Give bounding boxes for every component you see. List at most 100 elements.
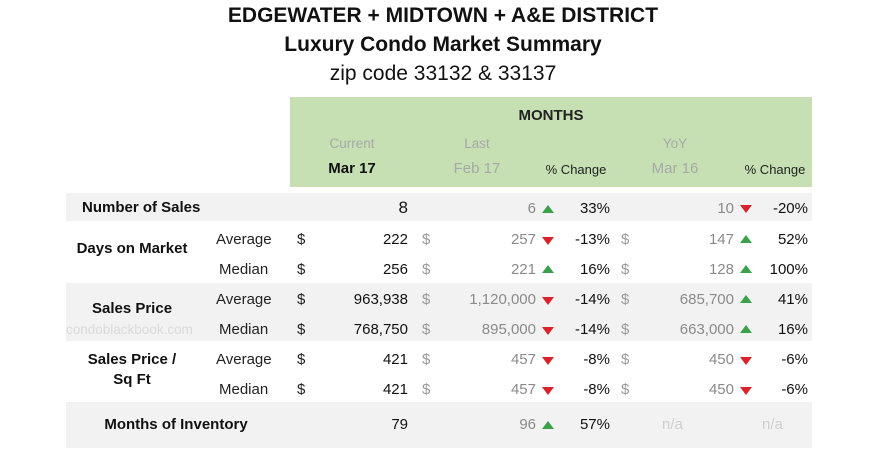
inventory-yoy: n/a xyxy=(662,416,683,433)
price-med-yoy: 663,000 xyxy=(679,321,734,338)
down-arrow-icon xyxy=(542,387,554,395)
up-arrow-icon xyxy=(740,325,752,333)
sqft-med-yoy: 450 xyxy=(708,381,734,398)
sqft-med-yoy-change: -6% xyxy=(781,381,808,398)
dom-avg-current: 222 xyxy=(382,231,408,248)
months-header: MONTHS xyxy=(518,107,584,124)
down-arrow-icon xyxy=(542,357,554,365)
dom-avg-last: 257 xyxy=(510,231,536,248)
current-label: Current xyxy=(329,136,375,151)
dollar-sign: $ xyxy=(422,231,431,248)
dollar-sign: $ xyxy=(297,291,306,308)
report-subtitle: Luxury Condo Market Summary xyxy=(284,33,602,56)
dom-med-yoy: 128 xyxy=(708,261,734,278)
down-arrow-icon xyxy=(740,387,752,395)
watermark: condoblackbook.com xyxy=(66,322,193,337)
dollar-sign: $ xyxy=(297,381,306,398)
current-period: Mar 17 xyxy=(328,160,376,177)
sqft-avg-current: 421 xyxy=(382,351,408,368)
inventory-last-change: 57% xyxy=(579,416,610,433)
sqft-avg-yoy-change: -6% xyxy=(781,351,808,368)
up-arrow-icon xyxy=(740,265,752,273)
dollar-sign: $ xyxy=(422,291,431,308)
dollar-sign: $ xyxy=(621,231,630,248)
up-arrow-icon xyxy=(740,235,752,243)
dom-med-yoy-change: 100% xyxy=(769,261,808,278)
down-arrow-icon xyxy=(740,205,752,213)
inventory-current: 79 xyxy=(391,416,408,433)
price-med-current: 768,750 xyxy=(353,321,408,338)
price-avg-last: 1,120,000 xyxy=(469,291,536,308)
price-avg-yoy-change: 41% xyxy=(777,291,808,308)
dom-med-last-change: 16% xyxy=(579,261,610,278)
price-avg-last-change: -14% xyxy=(574,291,610,308)
dollar-sign: $ xyxy=(422,381,431,398)
down-arrow-icon xyxy=(740,357,752,365)
sqft-avg-last: 457 xyxy=(510,351,536,368)
sales-last-change: 33% xyxy=(579,200,610,217)
dollar-sign: $ xyxy=(297,351,306,368)
up-arrow-icon xyxy=(740,295,752,303)
dom-avg-last-change: -13% xyxy=(574,231,610,248)
sub-label-median: Median xyxy=(219,261,269,278)
price-avg-yoy: 685,700 xyxy=(679,291,734,308)
sub-label-average: Average xyxy=(216,291,272,308)
last-period: Feb 17 xyxy=(453,160,501,177)
dollar-sign: $ xyxy=(297,261,306,278)
sales-yoy: 10 xyxy=(717,200,734,217)
dom-avg-yoy: 147 xyxy=(708,231,734,248)
pct-change-header-1: % Change xyxy=(545,162,607,177)
dom-med-current: 256 xyxy=(382,261,408,278)
dollar-sign: $ xyxy=(621,291,630,308)
dollar-sign: $ xyxy=(422,321,431,338)
row-band-inventory xyxy=(66,402,812,448)
pct-change-header-2: % Change xyxy=(744,162,806,177)
inventory-last: 96 xyxy=(519,416,536,433)
price-avg-current: 963,938 xyxy=(353,291,408,308)
sqft-avg-last-change: -8% xyxy=(583,351,610,368)
up-arrow-icon xyxy=(542,421,554,429)
sub-label-median: Median xyxy=(219,321,269,338)
dollar-sign: $ xyxy=(621,261,630,278)
dollar-sign: $ xyxy=(297,231,306,248)
label-number-of-sales: Number of Sales xyxy=(82,199,201,216)
sub-label-average: Average xyxy=(216,351,272,368)
row-band-price xyxy=(66,283,812,341)
sub-label-median: Median xyxy=(219,381,269,398)
label-sales-price: Sales Price xyxy=(91,300,173,317)
dom-avg-yoy-change: 52% xyxy=(777,231,808,248)
dollar-sign: $ xyxy=(297,321,306,338)
down-arrow-icon xyxy=(542,237,554,245)
dollar-sign: $ xyxy=(621,351,630,368)
dollar-sign: $ xyxy=(621,321,630,338)
sub-label-average: Average xyxy=(216,231,272,248)
label-sales-price-sqft-line2: Sq Ft xyxy=(113,371,151,388)
sqft-med-last-change: -8% xyxy=(583,381,610,398)
yoy-label: YoY xyxy=(662,136,688,151)
up-arrow-icon xyxy=(542,205,554,213)
sales-current: 8 xyxy=(398,198,408,217)
label-days-on-market: Days on Market xyxy=(76,240,188,257)
zip-code-line: zip code 33132 & 33137 xyxy=(329,62,557,85)
sales-yoy-change: -20% xyxy=(772,200,808,217)
sales-last: 6 xyxy=(527,200,536,217)
price-med-yoy-change: 16% xyxy=(777,321,808,338)
down-arrow-icon xyxy=(542,297,554,305)
row-band-sales xyxy=(66,193,812,221)
dollar-sign: $ xyxy=(621,381,630,398)
up-arrow-icon xyxy=(542,265,554,273)
last-label: Last xyxy=(464,136,490,151)
header-band xyxy=(290,97,812,187)
label-months-of-inventory: Months of Inventory xyxy=(104,416,248,433)
sqft-avg-yoy: 450 xyxy=(708,351,734,368)
dom-med-last: 221 xyxy=(510,261,536,278)
inventory-yoy-change: n/a xyxy=(762,416,783,433)
report-title: EDGEWATER + MIDTOWN + A&E DISTRICT xyxy=(227,4,659,27)
price-med-last: 895,000 xyxy=(481,321,536,338)
down-arrow-icon xyxy=(542,327,554,335)
sqft-med-current: 421 xyxy=(382,381,408,398)
yoy-period: Mar 16 xyxy=(651,160,699,177)
price-med-last-change: -14% xyxy=(574,321,610,338)
sqft-med-last: 457 xyxy=(510,381,536,398)
label-sales-price-sqft-line1: Sales Price / xyxy=(87,351,177,368)
